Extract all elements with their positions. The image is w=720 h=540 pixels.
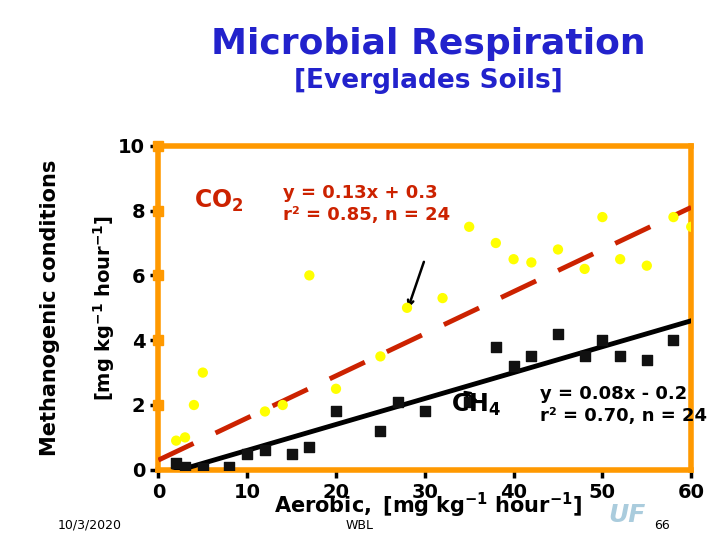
Point [179, 433, 191, 442]
Point [419, 407, 431, 416]
Text: Methanogenic conditions: Methanogenic conditions [40, 160, 60, 456]
Point [490, 239, 502, 247]
Point [259, 407, 271, 416]
Text: r² = 0.85, n = 24: r² = 0.85, n = 24 [283, 206, 450, 225]
Point [374, 427, 386, 435]
Text: WBL: WBL [346, 519, 374, 532]
Point [188, 401, 199, 409]
Point [171, 459, 182, 468]
Point [374, 352, 386, 361]
Point [641, 355, 652, 364]
Point [490, 342, 502, 351]
Text: r² = 0.70, n = 24: r² = 0.70, n = 24 [540, 407, 707, 426]
Point [401, 303, 413, 312]
Point [641, 261, 652, 270]
Text: Microbial Respiration: Microbial Respiration [211, 27, 646, 61]
Point [597, 213, 608, 221]
Text: 66: 66 [654, 519, 670, 532]
Text: $\mathbf{CO_2}$: $\mathbf{CO_2}$ [194, 188, 243, 214]
Point [330, 384, 342, 393]
Point [330, 407, 342, 416]
Point [508, 362, 519, 370]
Point [552, 329, 564, 338]
Text: y = 0.08x - 0.2: y = 0.08x - 0.2 [540, 384, 688, 403]
Point [392, 397, 404, 406]
Point [277, 401, 289, 409]
Point [597, 336, 608, 345]
Text: $\mathbf{Aerobic,}$ $\mathbf{[mg\ kg^{-1}\ hour^{-1}]}$: $\mathbf{Aerobic,}$ $\mathbf{[mg\ kg^{-1… [274, 490, 582, 519]
Text: UF: UF [608, 503, 646, 526]
Point [437, 294, 449, 302]
Point [614, 352, 626, 361]
Point [241, 449, 253, 458]
Point [579, 352, 590, 361]
Point [579, 265, 590, 273]
Point [304, 443, 315, 451]
Point [224, 462, 235, 471]
Point [179, 462, 191, 471]
Text: $\mathbf{[mg\ kg^{-1}\ hour^{-1}]}$: $\mathbf{[mg\ kg^{-1}\ hour^{-1}]}$ [91, 215, 117, 401]
Point [667, 336, 679, 345]
Text: 10/3/2020: 10/3/2020 [58, 519, 122, 532]
Point [197, 368, 209, 377]
Point [508, 255, 519, 264]
Text: [Everglades Soils]: [Everglades Soils] [294, 68, 563, 93]
Text: $\mathbf{CH_4}$: $\mathbf{CH_4}$ [451, 392, 501, 418]
Point [464, 397, 475, 406]
Point [197, 464, 209, 472]
Point [614, 255, 626, 264]
Point [667, 213, 679, 221]
Point [685, 222, 697, 231]
Point [552, 245, 564, 254]
Text: y = 0.13x + 0.3: y = 0.13x + 0.3 [283, 184, 437, 202]
Point [526, 352, 537, 361]
Point [304, 271, 315, 280]
Point [171, 436, 182, 445]
Point [286, 449, 297, 458]
Point [259, 446, 271, 455]
Point [464, 222, 475, 231]
Point [526, 258, 537, 267]
